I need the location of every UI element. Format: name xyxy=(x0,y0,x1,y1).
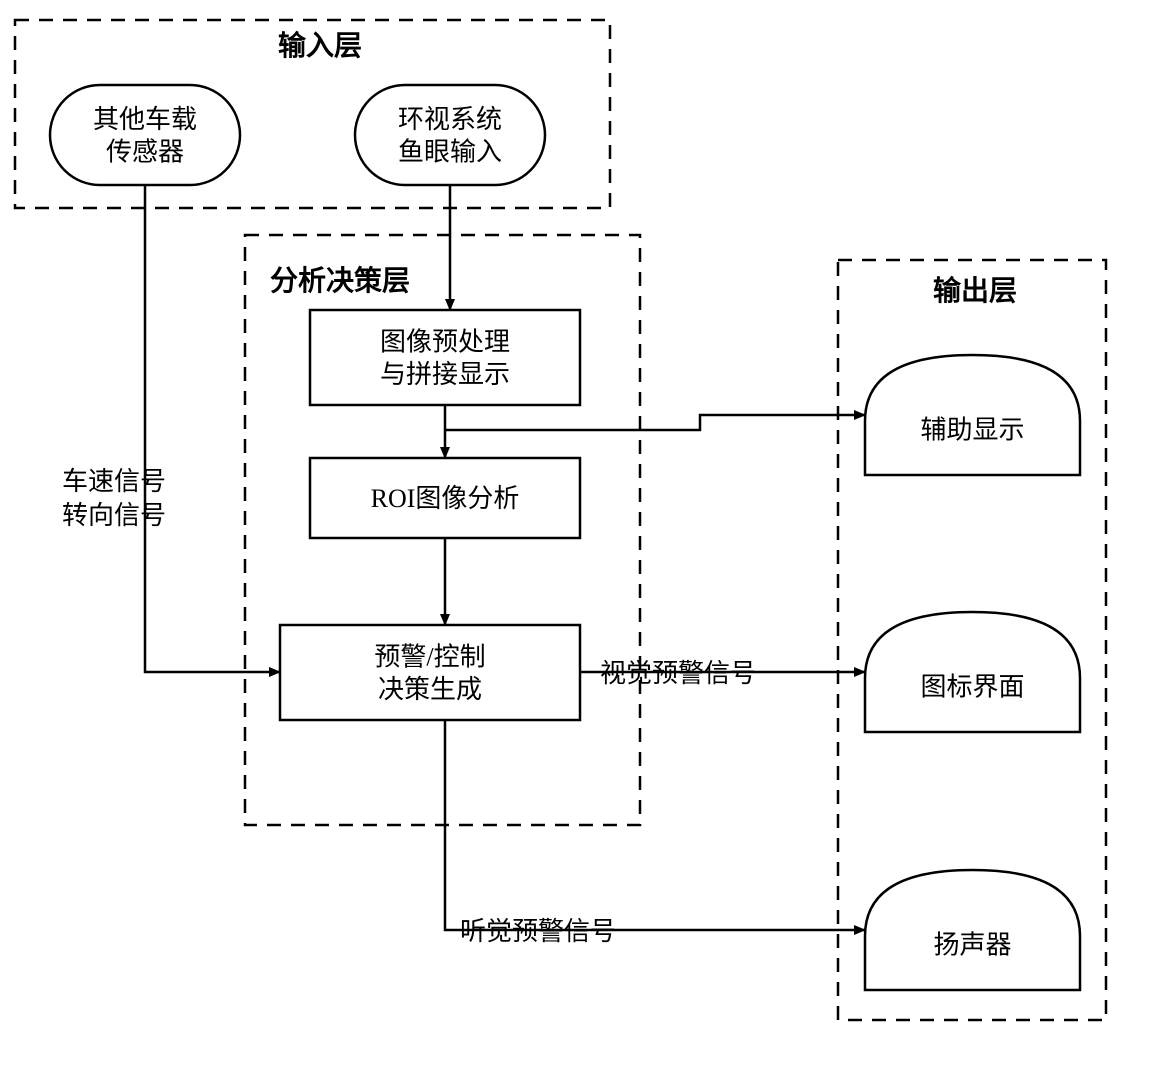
layer-output-title: 输出层 xyxy=(933,274,1017,307)
svg-text:辅助显示: 辅助显示 xyxy=(920,416,1024,445)
layer-analysis-title: 分析决策层 xyxy=(270,264,410,297)
edge-label-audio: 听觉预警信号 xyxy=(460,917,616,946)
node-roi: ROI图像分析 xyxy=(310,458,580,538)
node-display: 辅助显示 xyxy=(865,355,1080,475)
svg-text:图标界面: 图标界面 xyxy=(920,673,1024,702)
node-fisheye: 环视系统鱼眼输入 xyxy=(355,85,545,185)
node-decision: 预警/控制决策生成 xyxy=(280,625,580,720)
e-preproc-display xyxy=(445,415,865,430)
edges-group xyxy=(145,185,865,930)
node-iconui: 图标界面 xyxy=(865,612,1080,732)
edge-label-visual: 视觉预警信号 xyxy=(600,659,756,688)
layer-input-title: 输入层 xyxy=(278,29,362,62)
node-sensors: 其他车载传感器 xyxy=(50,85,240,185)
edge-label-speed_turn: 车速信号转向信号 xyxy=(62,467,166,530)
node-preproc: 图像预处理与拼接显示 xyxy=(310,310,580,405)
nodes-group: 其他车载传感器 环视系统鱼眼输入图像预处理与拼接显示 ROI图像分析预警/控制决策生… xyxy=(50,85,1080,990)
svg-text:扬声器: 扬声器 xyxy=(933,931,1011,960)
svg-text:ROI图像分析: ROI图像分析 xyxy=(371,484,520,513)
e-sensors-decision xyxy=(145,185,280,672)
flowchart-canvas: 输入层 分析决策层 输出层 其他车载传感器 环视系统鱼眼输入图像预处理与拼接显示 R… xyxy=(0,0,1150,1072)
node-speaker: 扬声器 xyxy=(865,870,1080,990)
